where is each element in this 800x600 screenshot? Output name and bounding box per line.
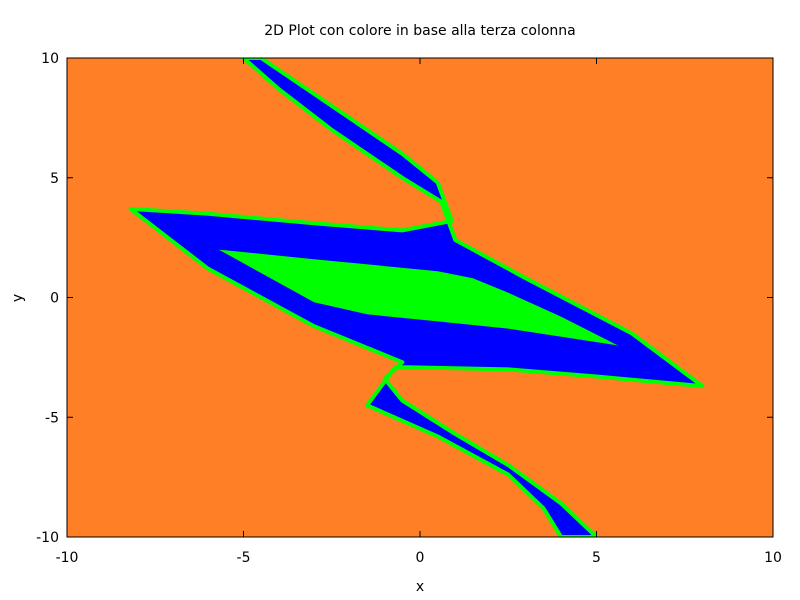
y-tick-label: 10 xyxy=(41,51,59,67)
x-tick-label: -5 xyxy=(237,550,251,566)
axes: -10 -5 0 5 10 -10 -5 0 5 10 xyxy=(36,51,782,566)
y-tick-label: -10 xyxy=(36,530,59,546)
y-tick-label: 0 xyxy=(50,291,59,307)
inner-region xyxy=(218,249,618,346)
y-tick-label: 5 xyxy=(50,171,59,187)
plot-area xyxy=(67,58,773,537)
x-axis-label: x xyxy=(416,579,424,595)
x-tick-label: 5 xyxy=(592,550,601,566)
x-tick-label: 0 xyxy=(416,550,425,566)
chart-title: 2D Plot con colore in base alla terza co… xyxy=(264,23,576,39)
y-tick-label: -5 xyxy=(45,410,59,426)
x-tick-label: -10 xyxy=(56,550,79,566)
y-axis-label: y xyxy=(10,294,26,302)
x-tick-label: 10 xyxy=(764,550,782,566)
